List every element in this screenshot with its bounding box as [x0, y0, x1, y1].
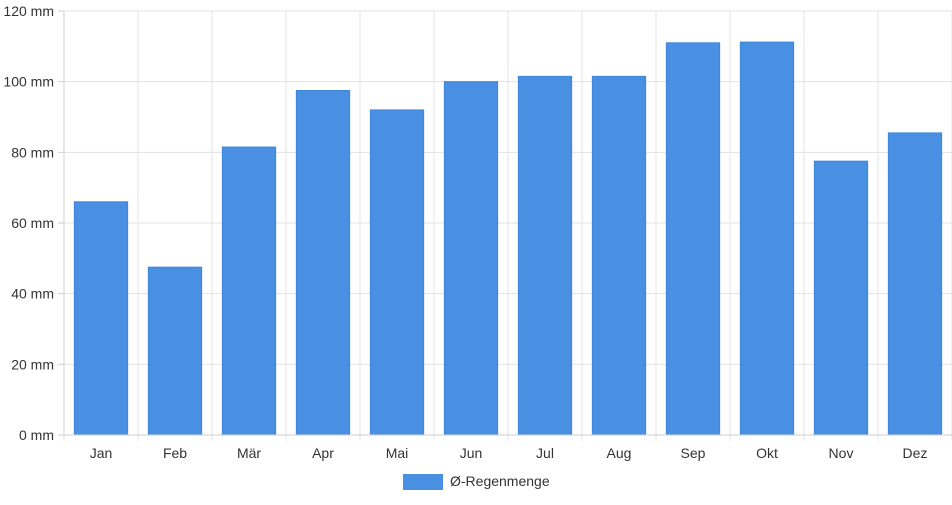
y-tick-label: 80 mm: [11, 144, 54, 160]
bar-dez[interactable]: [887, 132, 943, 436]
bar-mai[interactable]: [369, 109, 425, 436]
x-axis: Jan Feb Mär Apr Mai Jun Jul Aug Sep Okt Nov Dez: [64, 434, 952, 461]
x-tick-label: Apr: [312, 445, 334, 461]
bar-nov[interactable]: [813, 160, 869, 436]
legend[interactable]: Ø-Regenmenge: [403, 473, 550, 490]
x-tick-label: Jul: [536, 445, 554, 461]
legend-swatch[interactable]: [403, 474, 443, 490]
x-tick-label: Jan: [90, 445, 113, 461]
y-tick-label: 0 mm: [19, 427, 54, 443]
x-tick-label: Mai: [386, 445, 409, 461]
bars-layer: [73, 41, 943, 436]
x-tick-label: Feb: [163, 445, 187, 461]
bar-apr[interactable]: [295, 90, 351, 436]
x-tick-label: Okt: [756, 445, 778, 461]
x-tick-label: Mär: [237, 445, 261, 461]
y-tick-label: 60 mm: [11, 215, 54, 231]
y-tick-label: 20 mm: [11, 356, 54, 372]
x-tick-label: Aug: [607, 445, 632, 461]
bar-mär[interactable]: [221, 146, 277, 436]
bar-feb[interactable]: [147, 266, 203, 436]
x-tick-label: Jun: [460, 445, 483, 461]
bar-jun[interactable]: [443, 81, 499, 436]
x-tick-label: Nov: [829, 445, 854, 461]
y-axis: 0 mm 20 mm 40 mm 60 mm 80 mm 100 mm 120 mm: [3, 3, 65, 443]
bar-jan[interactable]: [73, 201, 129, 436]
bar-okt[interactable]: [739, 41, 795, 436]
y-tick-label: 100 mm: [3, 74, 54, 90]
y-tick-label: 120 mm: [3, 3, 54, 19]
grid-layer: [63, 10, 952, 441]
y-tick-label: 40 mm: [11, 286, 54, 302]
x-tick-label: Sep: [681, 445, 706, 461]
legend-label[interactable]: Ø-Regenmenge: [450, 473, 550, 489]
bar-jul[interactable]: [517, 75, 573, 436]
bar-sep[interactable]: [665, 42, 721, 436]
x-tick-label: Dez: [903, 445, 928, 461]
bar-aug[interactable]: [591, 75, 647, 436]
